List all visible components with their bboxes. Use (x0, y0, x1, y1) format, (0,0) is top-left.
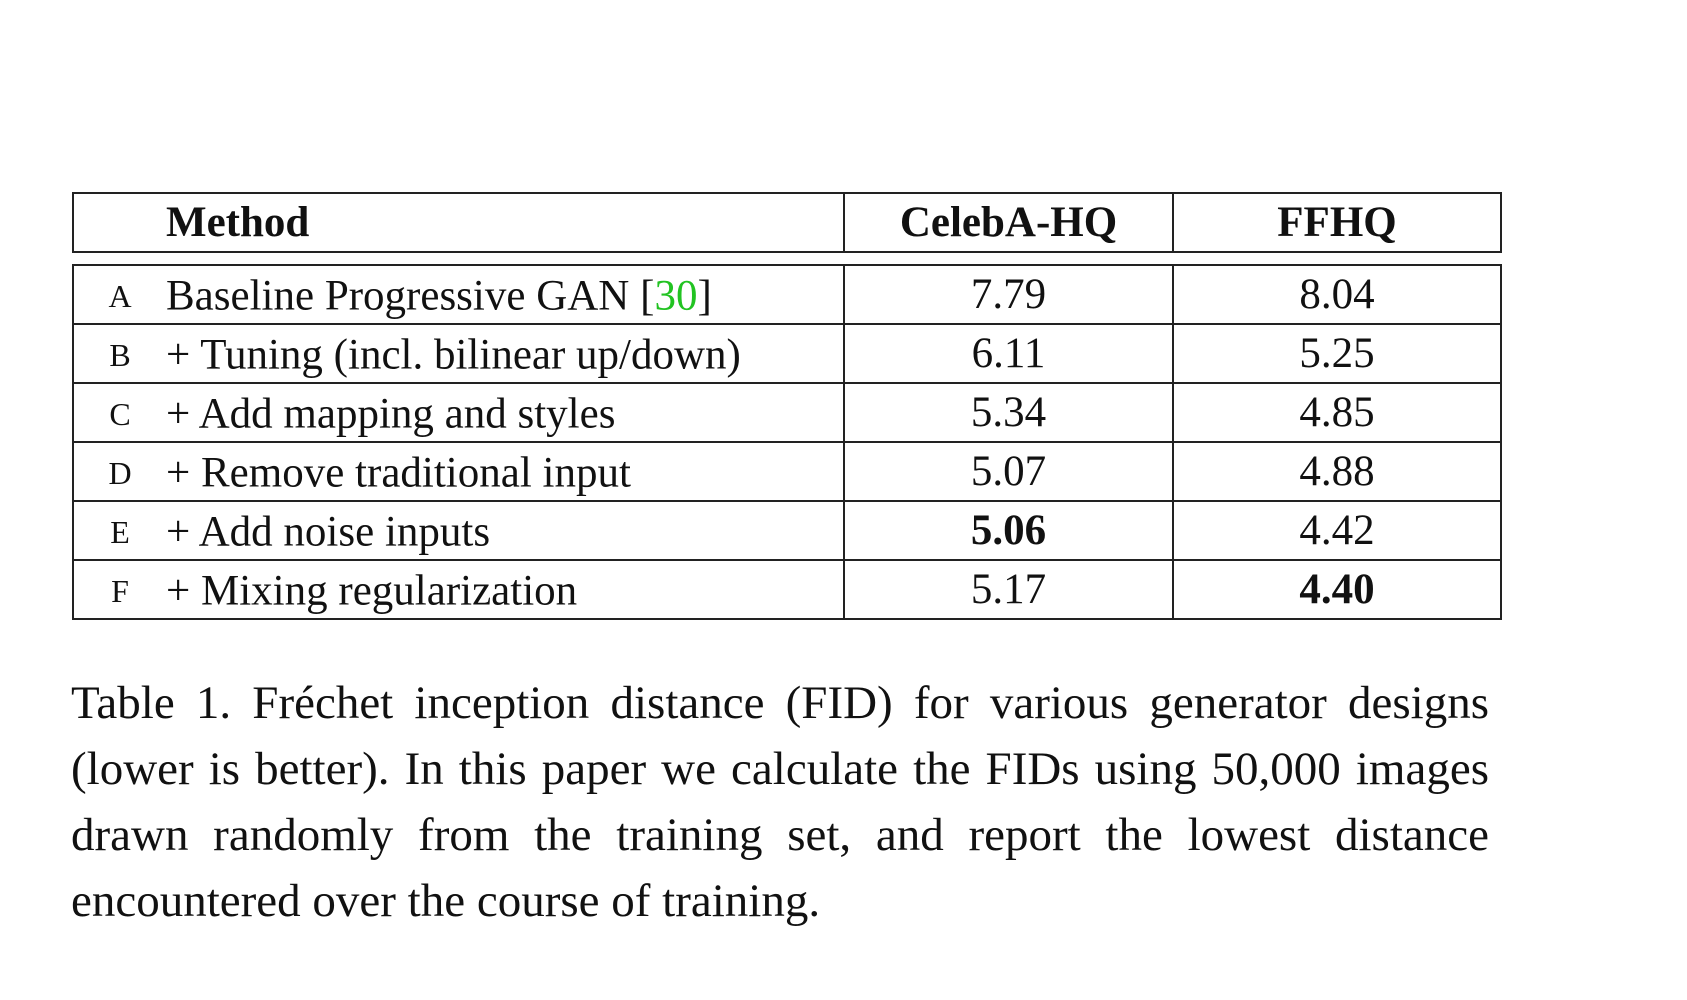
method-name: + Mixing regularization (166, 567, 578, 615)
method-text-end: ] (697, 272, 712, 320)
celeba-hq-value: 7.79 (843, 264, 1174, 325)
table-row: D + Remove traditional input 5.07 4.88 (72, 441, 1502, 502)
table-row: E + Add noise inputs 5.06 4.42 (72, 500, 1502, 561)
celeba-hq-value: 5.17 (843, 559, 1174, 620)
method-cell: F + Mixing regularization (72, 559, 845, 620)
method-text: Baseline Progressive GAN [ (166, 272, 655, 320)
header-method: Method (72, 192, 845, 253)
method-cell: B + Tuning (incl. bilinear up/down) (72, 323, 845, 384)
row-label: C (109, 395, 131, 432)
method-cell: A Baseline Progressive GAN [30] (72, 264, 845, 325)
results-table: A Baseline Progressive GAN [30] 7.79 8.04… (72, 264, 1502, 620)
method-name: + Tuning (incl. bilinear up/down) (166, 331, 741, 379)
method-cell: C + Add mapping and styles (72, 382, 845, 443)
table-row: B + Tuning (incl. bilinear up/down) 6.11 … (72, 323, 1502, 384)
row-label: D (108, 454, 132, 491)
ffhq-value: 5.25 (1172, 323, 1502, 384)
celeba-hq-value: 5.06 (843, 500, 1174, 561)
row-label: F (111, 572, 129, 609)
row-label: B (109, 336, 131, 373)
table-header: Method CelebA-HQ FFHQ (72, 192, 1502, 253)
method-name: + Add noise inputs (166, 508, 491, 556)
table-row: C + Add mapping and styles 5.34 4.85 (72, 382, 1502, 443)
ffhq-value: 4.88 (1172, 441, 1502, 502)
ffhq-value: 4.85 (1172, 382, 1502, 443)
header-celeba-hq: CelebA-HQ (843, 192, 1174, 253)
row-label: A (108, 277, 132, 314)
table-row: A Baseline Progressive GAN [30] 7.79 8.04 (72, 264, 1502, 325)
celeba-hq-value: 6.11 (843, 323, 1174, 384)
table-row: F + Mixing regularization 5.17 4.40 (72, 559, 1502, 620)
ffhq-value: 4.42 (1172, 500, 1502, 561)
header-method-label: Method (166, 199, 310, 246)
row-label: E (110, 513, 130, 550)
celeba-hq-value: 5.34 (843, 382, 1174, 443)
celeba-hq-value: 5.07 (843, 441, 1174, 502)
method-name: Baseline Progressive GAN [30] (166, 273, 712, 320)
method-name: + Remove traditional input (166, 449, 631, 497)
method-cell: D + Remove traditional input (72, 441, 845, 502)
ffhq-value: 8.04 (1172, 264, 1502, 325)
method-name: + Add mapping and styles (166, 390, 616, 438)
table-caption: Table 1. Fréchet inception distance (FID… (71, 677, 1489, 927)
header-ffhq: FFHQ (1172, 192, 1502, 253)
method-cell: E + Add noise inputs (72, 500, 845, 561)
header-row: Method CelebA-HQ FFHQ (72, 192, 1502, 253)
citation-link[interactable]: 30 (654, 272, 698, 320)
ffhq-value: 4.40 (1172, 559, 1502, 620)
